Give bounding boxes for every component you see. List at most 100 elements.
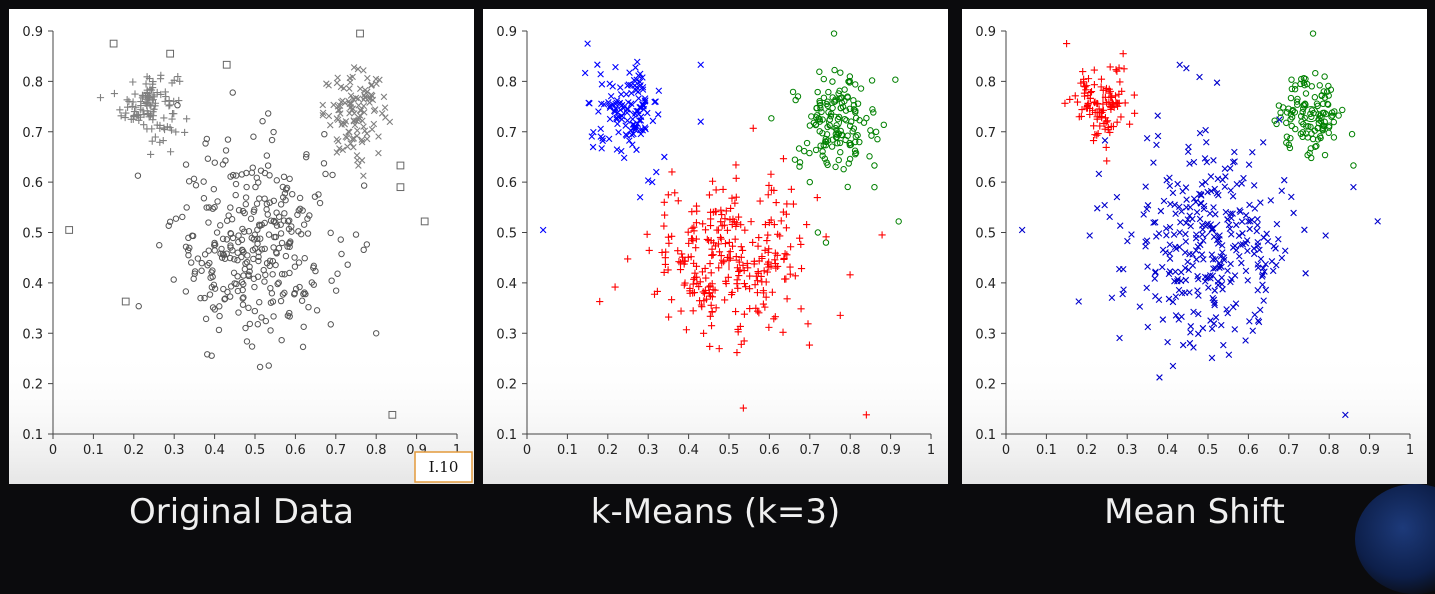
- data-point: [270, 128, 277, 136]
- data-point: [1202, 178, 1209, 186]
- data-point: [1287, 94, 1295, 102]
- data-point: [1096, 122, 1104, 130]
- data-point: [850, 125, 858, 132]
- data-point: [759, 300, 768, 308]
- data-point: [632, 124, 640, 132]
- data-point: [749, 124, 757, 132]
- data-point: [279, 291, 287, 298]
- data-point: [214, 198, 221, 205]
- data-point: [846, 271, 854, 279]
- data-point: [1179, 341, 1187, 349]
- data-point: [223, 236, 231, 243]
- data-point: [254, 226, 261, 233]
- data-point: [336, 106, 343, 114]
- data-point: [194, 255, 202, 262]
- data-point: [261, 195, 268, 202]
- data-point: [258, 314, 265, 321]
- data-point: [767, 170, 775, 178]
- data-point: [1169, 189, 1177, 197]
- data-point: [122, 109, 130, 117]
- data-point: [651, 98, 658, 106]
- data-point: [250, 236, 258, 243]
- data-point: [797, 264, 806, 273]
- data-point: [157, 71, 165, 79]
- data-point: [269, 298, 277, 305]
- data-point: [1314, 125, 1321, 132]
- data-point: [375, 133, 382, 140]
- data-point: [286, 313, 293, 320]
- data-point: [283, 184, 291, 192]
- data-point: [818, 108, 825, 116]
- data-point: [219, 161, 227, 168]
- data-point: [738, 246, 747, 255]
- data-point: [786, 263, 794, 271]
- data-point: [204, 351, 211, 358]
- data-point: [1201, 155, 1209, 162]
- data-point: [771, 256, 779, 264]
- data-point: [806, 178, 813, 186]
- data-point: [267, 327, 274, 334]
- data-point: [1186, 289, 1193, 296]
- series-2: [596, 124, 886, 419]
- data-point: [370, 120, 378, 128]
- data-point: [1187, 222, 1194, 230]
- data-point: [277, 201, 285, 208]
- data-point: [821, 155, 829, 162]
- data-point: [1066, 95, 1074, 104]
- data-point: [723, 226, 732, 234]
- data-point: [892, 76, 899, 83]
- data-point: [229, 171, 237, 179]
- data-point: [761, 303, 769, 311]
- data-point: [353, 132, 361, 140]
- data-point: [213, 229, 221, 236]
- data-point: [822, 135, 829, 143]
- data-point: [1302, 90, 1310, 97]
- data-point: [360, 67, 367, 74]
- data-point: [630, 130, 637, 138]
- data-point: [755, 257, 763, 265]
- data-point: [1204, 274, 1211, 281]
- data-point: [1269, 267, 1277, 275]
- data-point: [354, 65, 362, 73]
- data-point: [1253, 227, 1261, 235]
- data-point: [1311, 94, 1319, 101]
- data-point: [245, 272, 252, 280]
- data-point: [765, 218, 773, 227]
- data-point: [852, 81, 859, 88]
- data-point: [686, 284, 694, 292]
- data-point: [695, 282, 703, 291]
- data-point: [1276, 116, 1283, 123]
- data-point: [709, 208, 717, 216]
- data-point: [791, 272, 799, 280]
- data-point: [665, 313, 673, 321]
- data-point: [1247, 218, 1254, 225]
- data-point: [206, 291, 214, 298]
- data-point: [420, 217, 429, 226]
- data-point: [191, 270, 198, 277]
- data-point: [722, 277, 730, 285]
- data-point: [1095, 170, 1103, 178]
- data-point: [1224, 309, 1232, 317]
- data-point: [1287, 135, 1294, 142]
- data-point: [1318, 92, 1325, 99]
- data-point: [1177, 218, 1184, 226]
- data-point: [598, 145, 605, 152]
- data-point: [1210, 296, 1218, 304]
- data-point: [1250, 250, 1258, 258]
- data-point: [240, 294, 247, 301]
- data-point: [248, 343, 256, 350]
- data-point: [203, 204, 210, 211]
- data-point: [1203, 158, 1211, 166]
- data-point: [797, 305, 805, 313]
- x-tick-label: 0.3: [1117, 443, 1138, 458]
- data-point: [1186, 160, 1193, 167]
- data-point: [300, 290, 307, 298]
- data-point: [201, 251, 209, 258]
- data-point: [1154, 132, 1162, 140]
- data-point: [633, 83, 641, 91]
- data-point: [1101, 125, 1109, 133]
- data-point: [250, 255, 257, 263]
- data-point: [1214, 175, 1222, 183]
- data-point: [300, 323, 307, 330]
- data-point: [691, 269, 699, 277]
